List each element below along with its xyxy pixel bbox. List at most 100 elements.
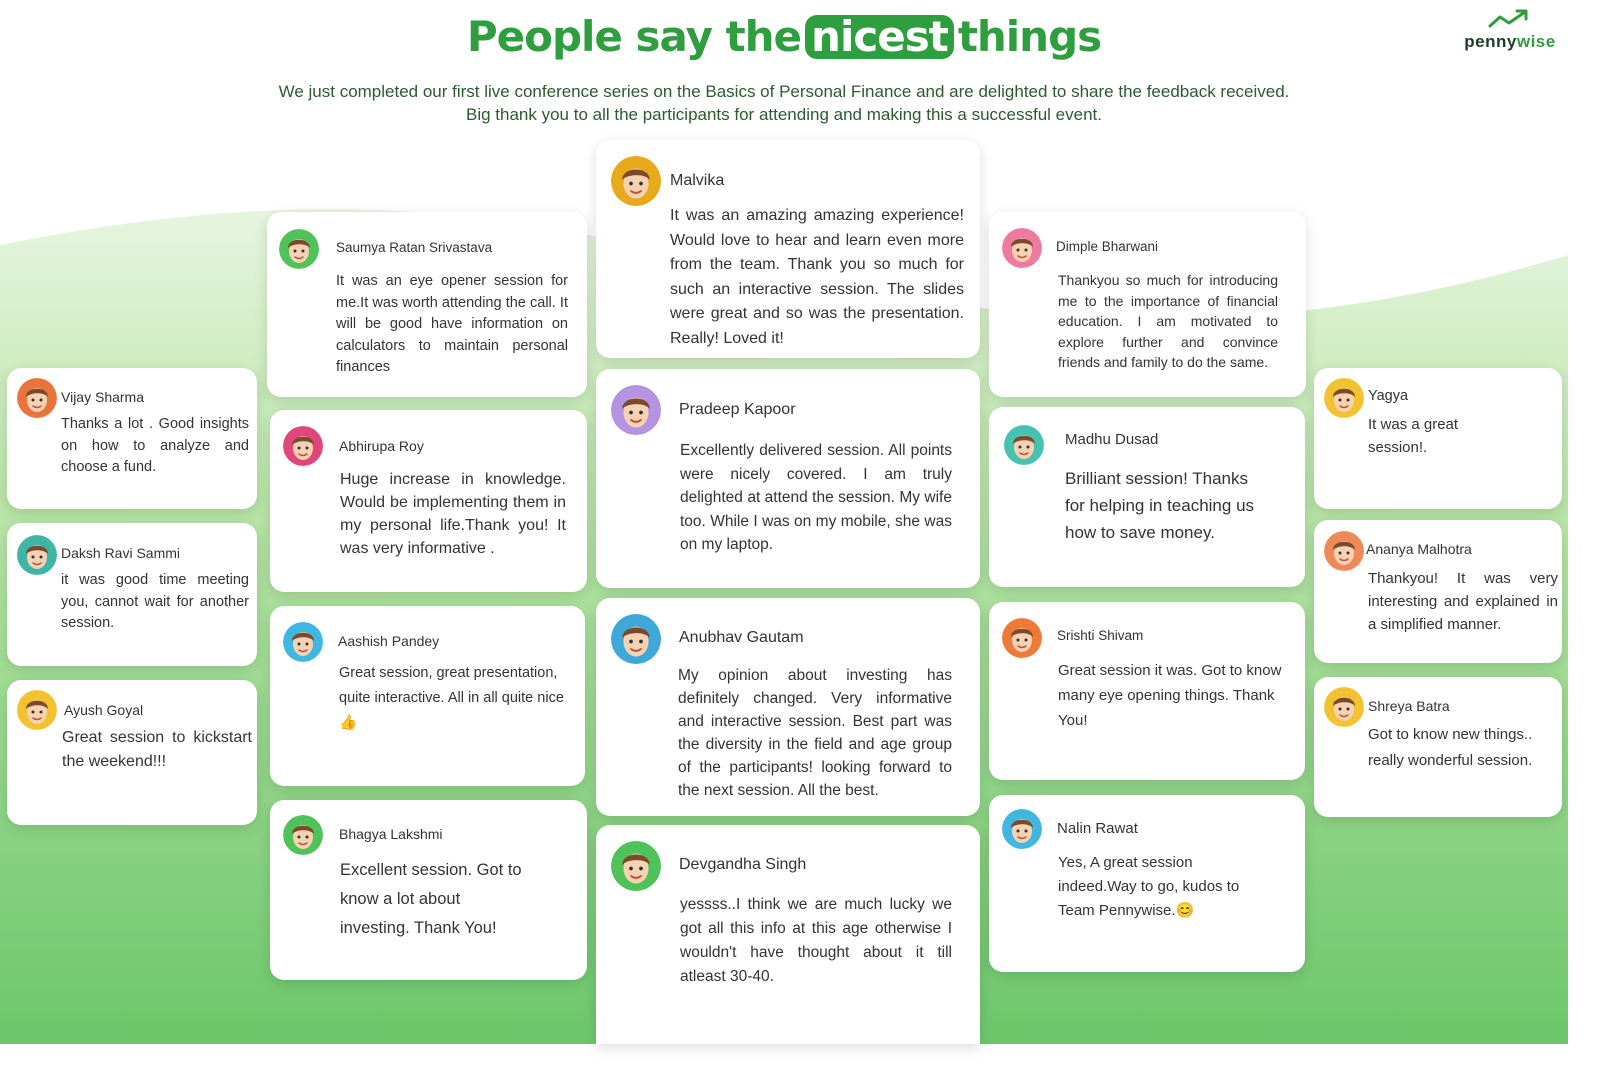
reviewer-name: Dimple Bharwani <box>1056 239 1159 254</box>
avatar <box>17 378 57 418</box>
person-face-icon <box>17 378 57 418</box>
reviewer-name: Anubhav Gautam <box>679 629 804 646</box>
page-title: People say the nicest things <box>0 12 1568 61</box>
avatar <box>611 156 661 206</box>
testimonial-card-bhagya-lakshmi: Bhagya Lakshmi Excellent session. Got to… <box>270 800 587 980</box>
testimonial-card-nalin-rawat: Nalin Rawat Yes, A great session indeed.… <box>989 795 1305 972</box>
person-face-icon <box>1324 687 1364 727</box>
reviewer-name: Ananya Malhotra <box>1366 541 1472 557</box>
reviewer-name: Nalin Rawat <box>1057 820 1138 837</box>
review-text: Excellently delivered session. All point… <box>680 442 952 553</box>
review-text: Thankyou! It was very interesting and ex… <box>1368 570 1558 633</box>
review-text: Great session, great presentation, quite… <box>339 665 564 731</box>
review-text: Thanks a lot . Good insights on how to a… <box>61 416 249 475</box>
testimonial-card-yagya: Yagya It was a great session!. <box>1314 368 1562 509</box>
testimonial-card-daksh-ravi-sammi: Daksh Ravi Sammi it was good time meetin… <box>7 523 257 666</box>
review-text: Thankyou so much for introducing me to t… <box>1058 272 1278 370</box>
person-face-icon <box>1004 425 1044 465</box>
review-text: Huge increase in knowledge. Would be imp… <box>340 471 566 557</box>
review-text: Yes, A great session indeed.Way to go, k… <box>1058 854 1240 919</box>
reviewer-name: Aashish Pandey <box>338 633 440 649</box>
avatar <box>611 614 661 664</box>
review-text: it was good time meeting you, cannot wai… <box>61 572 249 631</box>
person-face-icon <box>1002 809 1042 849</box>
avatar <box>1324 687 1364 727</box>
review-text: Excellent session. Got to know a lot abo… <box>340 861 522 937</box>
reviewer-name: Pradeep Kapoor <box>679 401 796 418</box>
testimonial-card-aashish-pandey: Aashish Pandey Great session, great pres… <box>270 606 585 786</box>
reviewer-name: Daksh Ravi Sammi <box>61 545 181 561</box>
person-face-icon <box>1002 228 1042 268</box>
reviewer-name: Vijay Sharma <box>61 389 145 405</box>
title-prefix: People say the <box>466 12 802 61</box>
review-text: Brilliant session! Thanks for helping in… <box>1065 469 1255 542</box>
subtitle-line-1: We just completed our first live confere… <box>278 82 1290 101</box>
trend-arrow-icon <box>1488 9 1528 28</box>
page-subtitle: We just completed our first live confere… <box>0 80 1568 126</box>
review-text: Great session to kickstart the weekend!!… <box>62 729 252 770</box>
reviewer-name: Madhu Dusad <box>1065 431 1159 448</box>
person-face-icon <box>611 841 661 891</box>
review-text: Got to know new things.. really wonderfu… <box>1368 726 1533 769</box>
testimonial-card-vijay-sharma: Vijay Sharma Thanks a lot . Good insight… <box>7 368 257 509</box>
person-face-icon <box>611 614 661 664</box>
review-text: It was an amazing amazing experience! Wo… <box>670 207 964 347</box>
testimonial-card-pradeep-kapoor: Pradeep Kapoor Excellently delivered ses… <box>596 369 980 588</box>
avatar <box>1324 531 1364 571</box>
reviewer-name: Shreya Batra <box>1368 698 1450 714</box>
person-face-icon <box>1324 531 1364 571</box>
avatar <box>283 815 323 855</box>
review-text: My opinion about investing has definitel… <box>678 667 952 799</box>
person-face-icon <box>283 426 323 466</box>
review-text: It was an eye opener session for me.It w… <box>336 273 568 375</box>
avatar <box>1002 618 1042 658</box>
person-face-icon <box>17 535 57 575</box>
testimonial-card-malvika: Malvika It was an amazing amazing experi… <box>596 140 980 358</box>
avatar <box>1324 378 1364 418</box>
avatar <box>1004 425 1044 465</box>
person-face-icon <box>1324 378 1364 418</box>
avatar <box>279 229 319 269</box>
reviewer-name: Malvika <box>670 172 725 189</box>
testimonial-card-ayush-goyal: Ayush Goyal Great session to kickstart t… <box>7 680 257 825</box>
testimonial-card-devgandha-singh: Devgandha Singh yessss..I think we are m… <box>596 825 980 1044</box>
reviewer-name: Saumya Ratan Srivastava <box>336 240 493 255</box>
person-face-icon <box>1002 618 1042 658</box>
testimonial-card-shreya-batra: Shreya Batra Got to know new things.. re… <box>1314 677 1562 817</box>
review-text: Great session it was. Got to know many e… <box>1058 662 1282 729</box>
person-face-icon <box>611 156 661 206</box>
person-face-icon <box>611 385 661 435</box>
review-text: It was a great session!. <box>1368 416 1459 456</box>
testimonial-card-ananya-malhotra: Ananya Malhotra Thankyou! It was very in… <box>1314 520 1562 663</box>
testimonial-card-madhu-dusad: Madhu Dusad Brilliant session! Thanks fo… <box>989 407 1305 587</box>
avatar <box>283 426 323 466</box>
avatar <box>283 622 323 662</box>
reviewer-name: Srishti Shivam <box>1057 628 1144 643</box>
person-face-icon <box>17 690 57 730</box>
subtitle-line-2: Big thank you to all the participants fo… <box>466 105 1102 124</box>
avatar <box>1002 809 1042 849</box>
testimonial-card-dimple-bharwani: Dimple Bharwani Thankyou so much for int… <box>989 212 1306 397</box>
avatar <box>611 841 661 891</box>
avatar <box>611 385 661 435</box>
title-suffix: things <box>957 12 1102 61</box>
reviewer-name: Abhirupa Roy <box>339 438 424 454</box>
avatar <box>1002 228 1042 268</box>
reviewer-name: Devgandha Singh <box>679 856 807 873</box>
person-face-icon <box>283 815 323 855</box>
logo-wordmark: pennywise <box>1464 32 1556 51</box>
reviewer-name: Ayush Goyal <box>64 702 144 718</box>
testimonial-card-saumya-ratan-srivastava: Saumya Ratan Srivastava It was an eye op… <box>267 212 587 397</box>
reviewer-name: Bhagya Lakshmi <box>339 826 443 842</box>
avatar <box>17 690 57 730</box>
person-face-icon <box>279 229 319 269</box>
testimonial-card-abhirupa-roy: Abhirupa Roy Huge increase in knowledge.… <box>270 410 587 592</box>
testimonial-card-anubhav-gautam: Anubhav Gautam My opinion about investin… <box>596 598 980 816</box>
testimonial-card-srishti-shivam: Srishti Shivam Great session it was. Got… <box>989 602 1305 780</box>
brand-logo: pennywise <box>1455 8 1565 52</box>
avatar <box>17 535 57 575</box>
title-highlight-badge: nicest <box>805 15 954 59</box>
person-face-icon <box>283 622 323 662</box>
reviewer-name: Yagya <box>1368 388 1409 404</box>
review-text: yessss..I think we are much lucky we got… <box>680 896 952 985</box>
